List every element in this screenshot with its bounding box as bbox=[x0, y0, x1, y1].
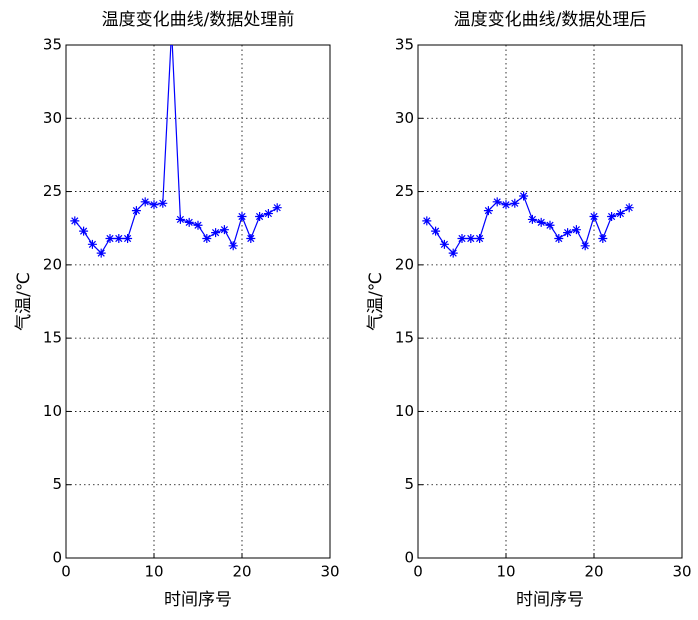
y-tick-label: 15 bbox=[43, 329, 62, 347]
data-marker bbox=[422, 216, 432, 226]
x-tick-label: 20 bbox=[584, 563, 603, 581]
chart-title: 温度变化曲线/数据处理后 bbox=[454, 10, 647, 30]
data-marker bbox=[140, 197, 150, 207]
data-marker bbox=[228, 241, 238, 251]
x-axis-label: 时间序号 bbox=[164, 590, 232, 610]
data-marker bbox=[70, 216, 80, 226]
data-line bbox=[74, 45, 278, 255]
y-tick-label: 10 bbox=[395, 402, 414, 420]
data-marker bbox=[184, 217, 194, 227]
data-marker bbox=[448, 248, 458, 258]
y-tick-label: 0 bbox=[52, 549, 62, 567]
data-marker bbox=[492, 197, 502, 207]
y-tick-label: 25 bbox=[43, 182, 62, 200]
data-marker bbox=[131, 206, 141, 216]
y-tick-label: 20 bbox=[43, 255, 62, 273]
data-marker bbox=[255, 211, 265, 221]
data-marker bbox=[510, 198, 520, 208]
data-marker bbox=[431, 226, 441, 236]
data-marker bbox=[175, 214, 185, 224]
data-marker bbox=[554, 233, 564, 243]
y-tick-label: 20 bbox=[395, 255, 414, 273]
data-marker bbox=[87, 239, 97, 249]
x-tick-label: 0 bbox=[61, 563, 71, 581]
data-marker bbox=[598, 233, 608, 243]
y-tick-label: 35 bbox=[43, 36, 62, 54]
data-marker bbox=[105, 233, 115, 243]
data-marker bbox=[149, 200, 159, 210]
x-tick-label: 10 bbox=[496, 563, 515, 581]
data-marker bbox=[580, 241, 590, 251]
y-tick-label: 5 bbox=[52, 475, 62, 493]
data-marker bbox=[483, 206, 493, 216]
data-marker bbox=[519, 191, 529, 201]
x-tick-label: 20 bbox=[232, 563, 251, 581]
data-marker bbox=[211, 228, 221, 238]
data-marker bbox=[475, 233, 485, 243]
data-marker bbox=[272, 203, 282, 213]
data-marker bbox=[202, 233, 212, 243]
y-axis-label: 气温/℃ bbox=[366, 272, 386, 331]
y-tick-label: 15 bbox=[395, 329, 414, 347]
data-marker bbox=[545, 220, 555, 230]
data-marker bbox=[193, 220, 203, 230]
data-marker bbox=[123, 233, 133, 243]
data-marker bbox=[589, 211, 599, 221]
data-marker bbox=[607, 211, 617, 221]
data-marker bbox=[158, 198, 168, 208]
data-marker bbox=[439, 239, 449, 249]
data-marker bbox=[246, 233, 256, 243]
data-marker bbox=[501, 200, 511, 210]
data-marker bbox=[615, 209, 625, 219]
data-marker bbox=[263, 209, 273, 219]
plot-area bbox=[70, 45, 282, 258]
chart-title: 温度变化曲线/数据处理前 bbox=[102, 10, 295, 30]
plot-frame bbox=[65, 44, 331, 559]
plot-area bbox=[422, 191, 634, 258]
data-marker bbox=[457, 233, 467, 243]
data-marker bbox=[527, 214, 537, 224]
y-tick-label: 30 bbox=[395, 109, 414, 127]
y-tick-label: 30 bbox=[43, 109, 62, 127]
y-tick-label: 0 bbox=[404, 549, 414, 567]
data-marker bbox=[79, 226, 89, 236]
data-marker bbox=[563, 228, 573, 238]
y-tick-label: 35 bbox=[395, 36, 414, 54]
data-line bbox=[426, 194, 630, 255]
y-tick-label: 5 bbox=[404, 475, 414, 493]
x-tick-label: 0 bbox=[413, 563, 423, 581]
y-tick-label: 10 bbox=[43, 402, 62, 420]
data-marker bbox=[624, 203, 634, 213]
x-tick-label: 30 bbox=[672, 563, 691, 581]
x-axis-label: 时间序号 bbox=[516, 590, 584, 610]
data-marker bbox=[237, 211, 247, 221]
data-marker bbox=[114, 233, 124, 243]
plot-frame bbox=[417, 44, 683, 559]
data-marker bbox=[536, 217, 546, 227]
data-marker bbox=[96, 248, 106, 258]
y-axis-label: 气温/℃ bbox=[14, 272, 34, 331]
x-tick-label: 30 bbox=[320, 563, 339, 581]
data-marker bbox=[571, 225, 581, 235]
data-marker bbox=[466, 233, 476, 243]
y-tick-label: 25 bbox=[395, 182, 414, 200]
data-marker bbox=[219, 225, 229, 235]
x-tick-label: 10 bbox=[144, 563, 163, 581]
